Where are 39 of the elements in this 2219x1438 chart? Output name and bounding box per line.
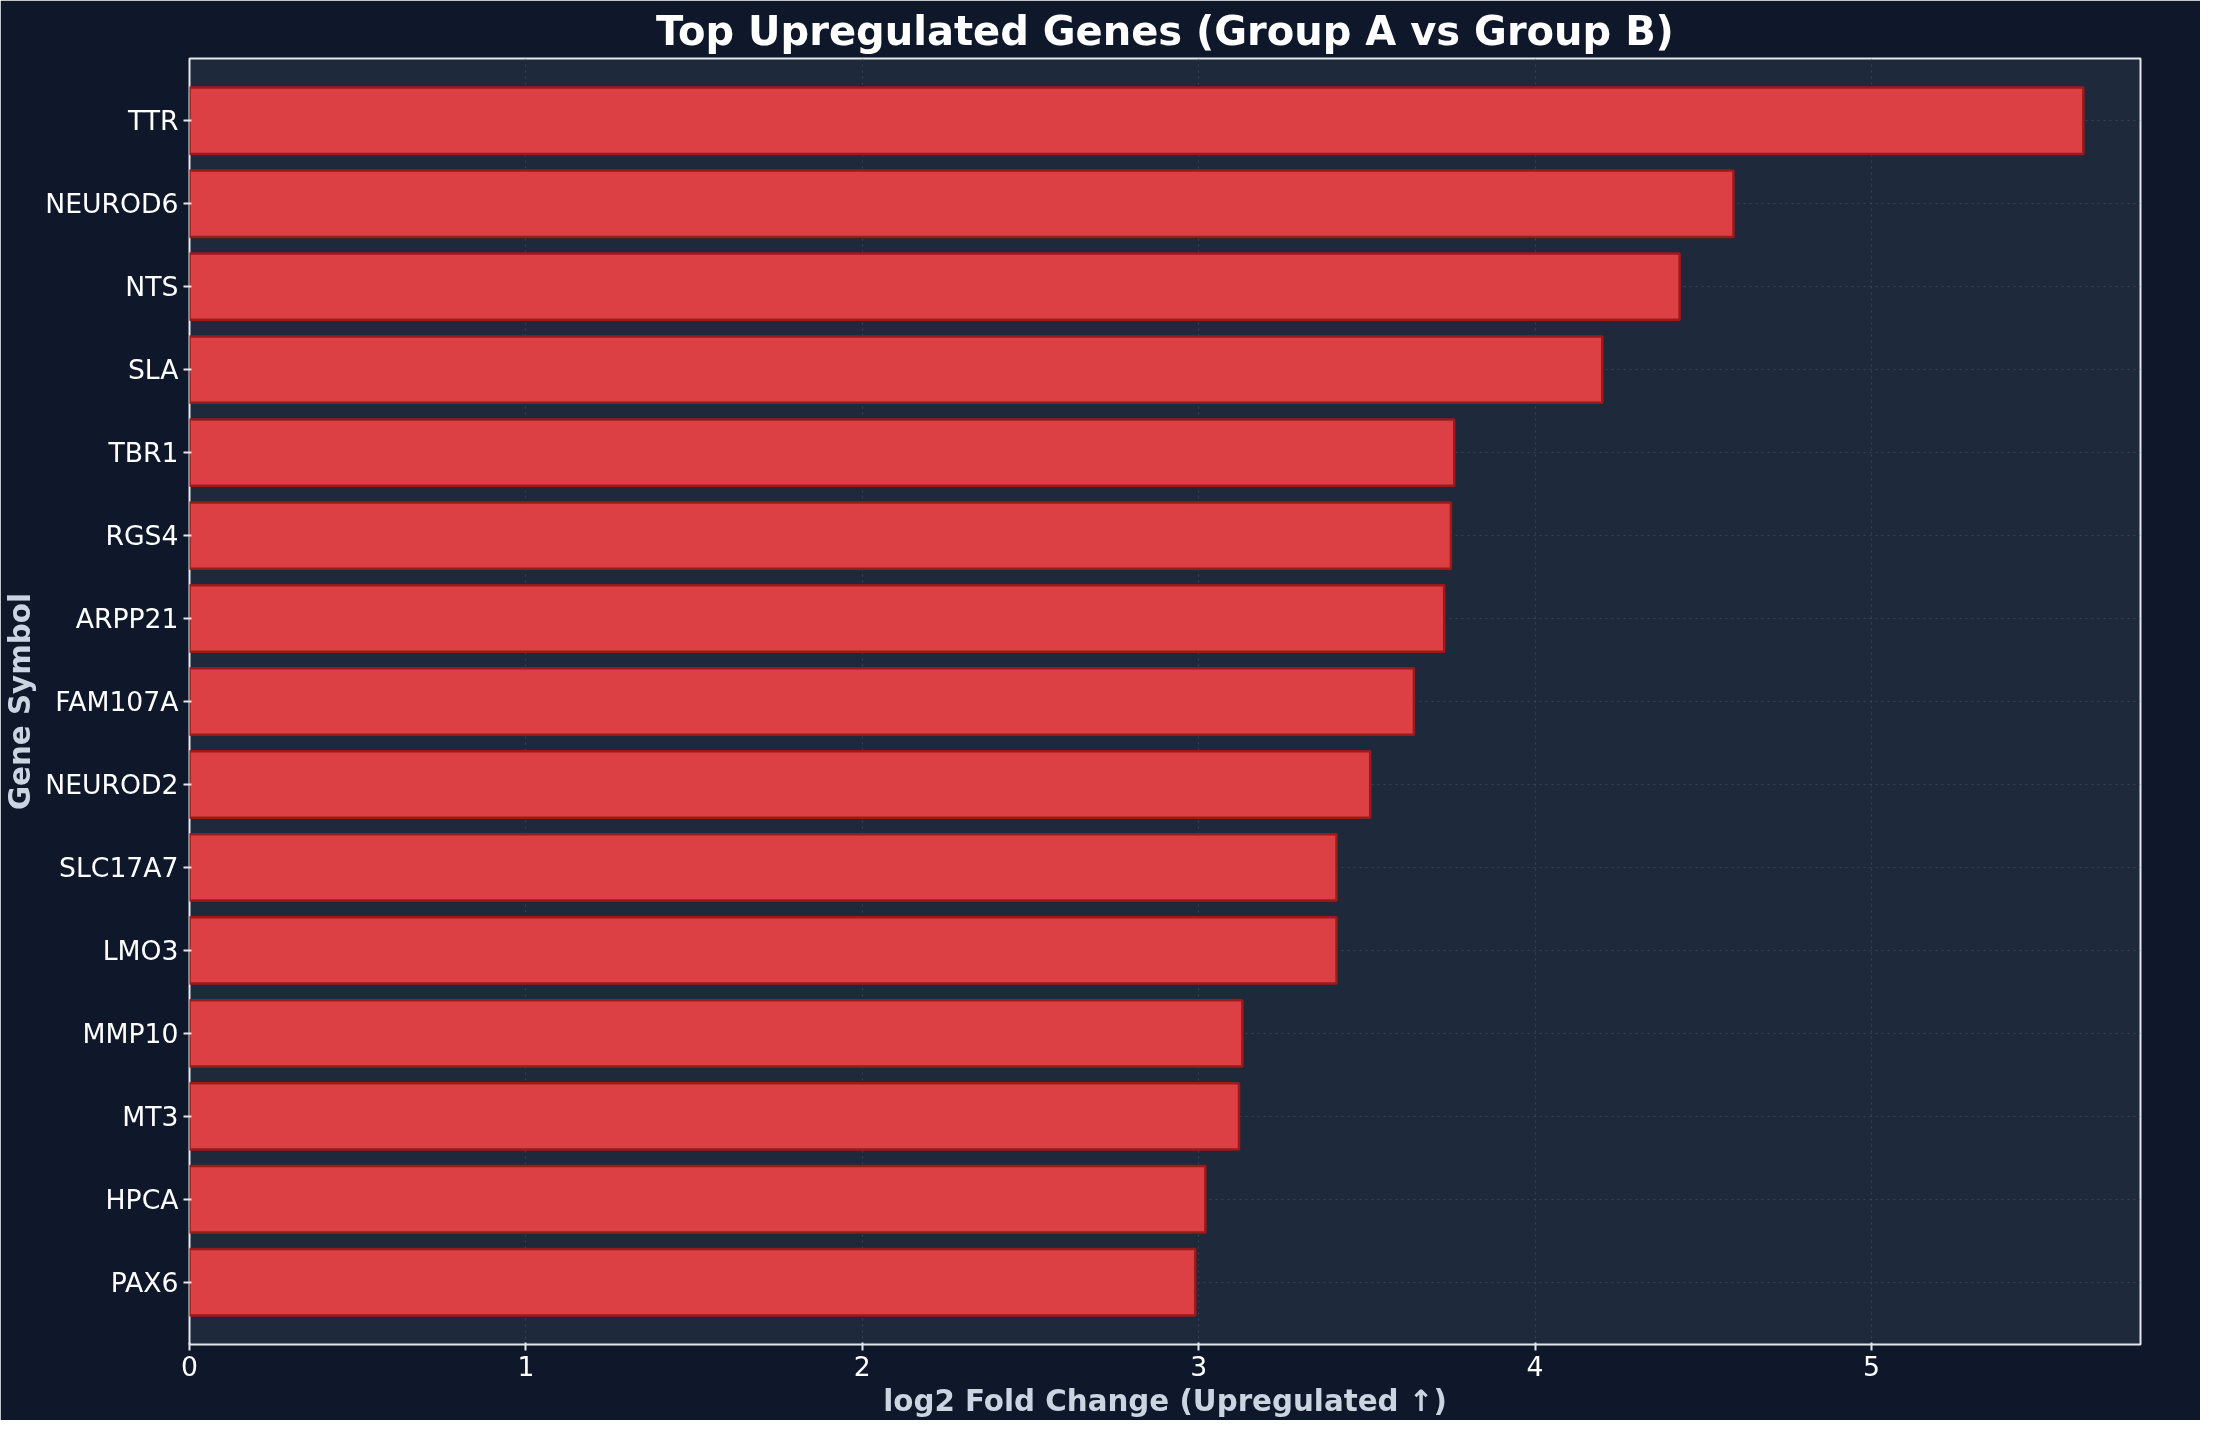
bar [189, 750, 1372, 819]
bar [189, 833, 1338, 902]
x-tick-label: 1 [517, 1350, 535, 1382]
x-tick-label: 2 [853, 1350, 871, 1382]
bar [189, 998, 1244, 1068]
bar [189, 252, 1681, 322]
x-tick-label: 3 [1190, 1350, 1208, 1382]
y-tick-label: FAM107A [55, 686, 180, 717]
x-tick-label: 4 [1526, 1350, 1544, 1382]
y-tick-label: LMO3 [102, 934, 179, 966]
y-tick-label: MMP10 [82, 1017, 179, 1049]
bar [189, 335, 1604, 405]
bar [189, 1081, 1241, 1151]
bar [189, 1247, 1197, 1317]
bar [189, 169, 1735, 239]
bar [189, 915, 1338, 985]
y-tick-label: PAX6 [110, 1266, 179, 1298]
y-tick-label: NEUROD6 [45, 188, 179, 220]
x-axis-title: log2 Fold Change (Upregulated ↑) [883, 1383, 1447, 1418]
y-tick-label: MT3 [122, 1100, 179, 1132]
y-tick-label: RGS4 [105, 520, 179, 552]
bar [189, 1164, 1207, 1234]
y-tick-label: SLA [127, 354, 180, 386]
chart-title: Top Upregulated Genes (Group A vs Group B) [656, 7, 1674, 54]
y-tick-label: NEUROD2 [45, 768, 179, 800]
bar [189, 418, 1456, 488]
bar [189, 86, 2085, 156]
y-tick-label: TTR [126, 105, 179, 137]
bar [189, 667, 1416, 736]
y-tick-label: NTS [125, 271, 179, 303]
y-tick-label: ARPP21 [75, 603, 179, 635]
y-tick-label: SLC17A7 [59, 851, 179, 883]
bar [189, 501, 1453, 570]
y-tick-label: HPCA [105, 1183, 180, 1215]
x-tick-label: 5 [1862, 1350, 1880, 1382]
bar [189, 584, 1446, 653]
y-tick-label: TBR1 [107, 437, 179, 469]
y-axis-title: Gene Symbol [3, 593, 38, 810]
x-tick-label: 0 [181, 1350, 198, 1382]
